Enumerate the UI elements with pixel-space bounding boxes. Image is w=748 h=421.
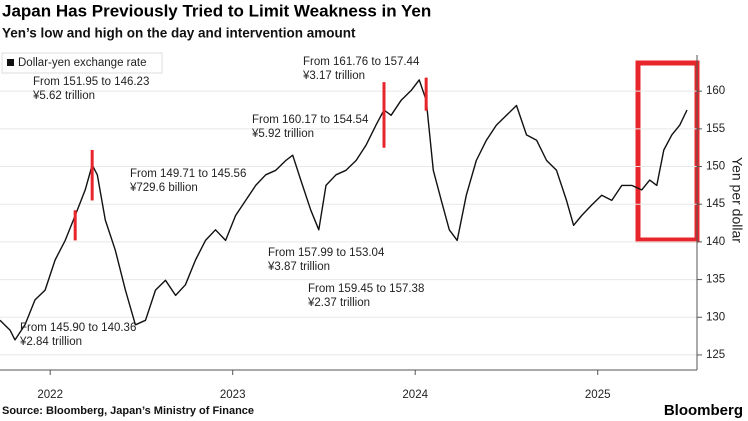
y-tick-label: 140 — [706, 236, 725, 248]
annotation-range: From 161.76 to 157.44 — [303, 56, 420, 68]
annotation-range: From 149.71 to 145.56 — [130, 168, 246, 180]
x-tick-label: 2025 — [585, 389, 611, 401]
annotation-amount: ¥729.6 billion — [129, 182, 198, 194]
legend-swatch — [7, 59, 14, 66]
x-tick-label: 2024 — [402, 389, 428, 401]
annotation: From 160.17 to 154.54 ¥5.92 trillion — [251, 114, 369, 140]
legend: Dollar-yen exchange rate — [1, 52, 163, 74]
annotation-amount: ¥2.37 trillion — [307, 297, 370, 309]
annotation: From 157.99 to 153.04 ¥3.87 trillion — [267, 247, 385, 273]
y-tick-label: 125 — [706, 349, 725, 361]
annotation-amount: ¥3.17 trillion — [302, 70, 365, 82]
y-axis-label: Yen per dollar — [729, 157, 745, 243]
source: Source: Bloomberg, Japan’s Ministry of F… — [2, 405, 254, 417]
annotation-range: From 159.45 to 157.38 — [308, 283, 424, 295]
annotation: From 145.90 to 140.36 ¥2.84 trillion — [19, 322, 136, 348]
x-tick-label: 2023 — [220, 389, 246, 401]
annotation-amount: ¥2.84 trillion — [19, 336, 82, 348]
annotation-range: From 160.17 to 154.54 — [252, 114, 369, 126]
y-tick-label: 135 — [706, 274, 725, 286]
annotation: From 151.95 to 146.23 ¥5.62 trillion — [32, 76, 149, 102]
chart-subtitle: Yen’s low and high on the day and interv… — [2, 26, 356, 41]
y-tick-label: 155 — [706, 123, 725, 135]
annotation: From 159.45 to 157.38 ¥2.37 trillion — [307, 283, 424, 309]
y-tick-label: 150 — [706, 161, 725, 173]
annotation: From 149.71 to 145.56 ¥729.6 billion — [129, 168, 246, 194]
annotation-amount: ¥3.87 trillion — [267, 261, 330, 273]
brand: Bloomberg — [664, 402, 743, 419]
annotation-range: From 151.95 to 146.23 — [33, 76, 149, 88]
y-tick-label: 160 — [706, 85, 725, 97]
highlight-box — [635, 60, 700, 243]
legend-label: Dollar-yen exchange rate — [18, 57, 147, 69]
annotation-amount: ¥5.62 trillion — [32, 90, 95, 102]
x-tick-label: 2022 — [37, 389, 63, 401]
annotation-range: From 157.99 to 153.04 — [268, 247, 385, 259]
legend-box — [1, 52, 163, 74]
annotation-range: From 145.90 to 140.36 — [20, 322, 136, 334]
y-tick-label: 130 — [706, 311, 725, 323]
chart-title: Japan Has Previously Tried to Limit Weak… — [2, 1, 431, 20]
annotation-amount: ¥5.92 trillion — [251, 128, 314, 140]
series-line — [0, 79, 688, 341]
annotation: From 161.76 to 157.44 ¥3.17 trillion — [302, 56, 420, 82]
y-tick-label: 145 — [706, 198, 725, 210]
